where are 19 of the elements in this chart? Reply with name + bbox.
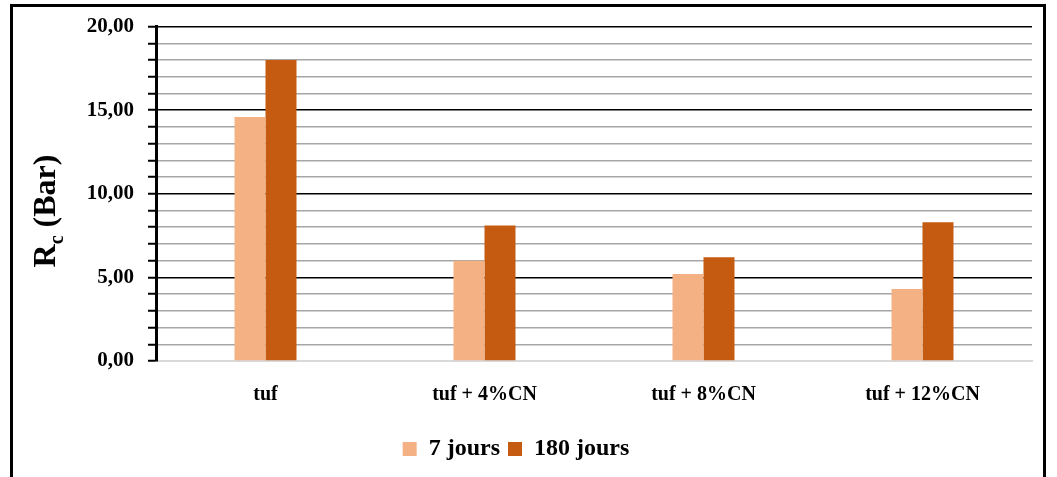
bar — [265, 60, 297, 361]
bar — [891, 289, 923, 361]
y-tick-label: 10,00 — [86, 180, 134, 205]
bar — [453, 260, 485, 361]
bar — [922, 222, 954, 361]
y-tick-label: 0,00 — [97, 347, 134, 372]
x-tick-label: tuf + 4%CN — [432, 382, 538, 405]
x-tick-label: tuf + 12%CN — [865, 382, 981, 405]
bar — [703, 257, 735, 361]
y-tick-label: 15,00 — [86, 96, 134, 121]
x-tick-label: tuf — [253, 382, 279, 405]
bar — [484, 225, 516, 361]
bar — [234, 116, 266, 361]
legend-label: 180 jours — [534, 434, 630, 461]
bar — [672, 274, 704, 361]
x-tick-label: tuf + 8%CN — [651, 382, 757, 405]
y-tick-label: 5,00 — [97, 263, 134, 288]
y-tick-label: 20,00 — [86, 13, 134, 38]
legend-label: 7 jours — [428, 434, 501, 461]
